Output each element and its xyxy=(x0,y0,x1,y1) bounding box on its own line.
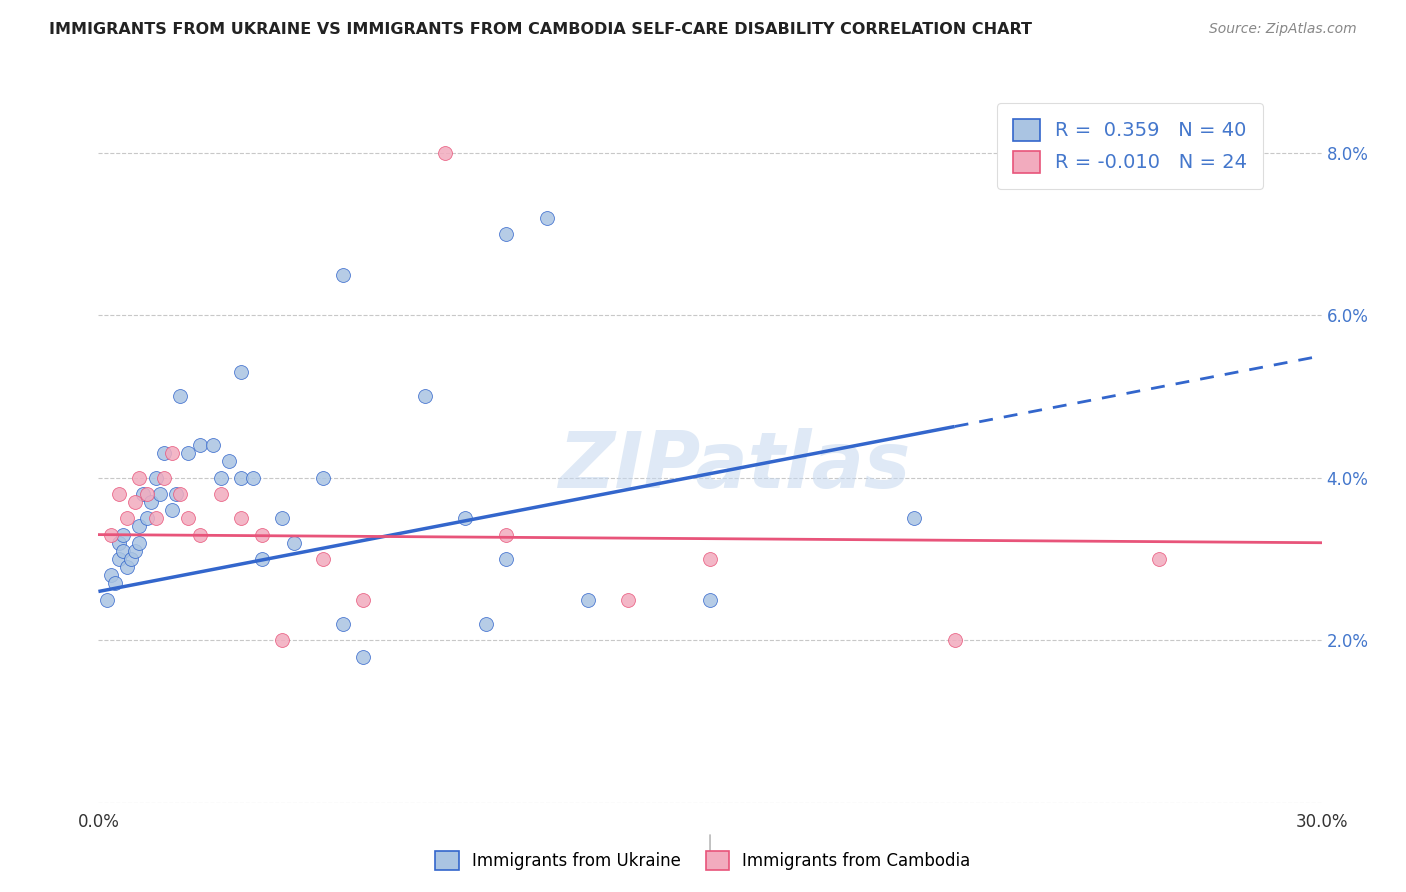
Point xyxy=(145,471,167,485)
Point xyxy=(177,511,200,525)
Point xyxy=(250,552,273,566)
Point xyxy=(111,544,134,558)
Point xyxy=(1147,552,1170,566)
Point xyxy=(149,487,172,501)
Point xyxy=(312,471,335,485)
Point xyxy=(454,511,477,525)
Point xyxy=(352,649,374,664)
Point xyxy=(332,617,354,632)
Point xyxy=(152,446,174,460)
Point xyxy=(165,487,187,501)
Point xyxy=(169,389,191,403)
Point xyxy=(115,511,138,525)
Point xyxy=(201,438,224,452)
Point xyxy=(413,389,436,403)
Point xyxy=(495,552,517,566)
Point xyxy=(495,227,517,241)
Point xyxy=(108,552,131,566)
Point xyxy=(124,495,146,509)
Point xyxy=(124,544,146,558)
Point xyxy=(495,527,517,541)
Point xyxy=(242,471,264,485)
Point xyxy=(132,487,155,501)
Point xyxy=(188,527,212,541)
Point xyxy=(128,535,150,549)
Point xyxy=(699,592,721,607)
Point xyxy=(218,454,240,468)
Point xyxy=(312,552,335,566)
Point xyxy=(209,487,232,501)
Text: ZIPatlas: ZIPatlas xyxy=(558,428,911,504)
Point xyxy=(160,503,183,517)
Point xyxy=(943,633,966,648)
Point xyxy=(104,576,127,591)
Text: IMMIGRANTS FROM UKRAINE VS IMMIGRANTS FROM CAMBODIA SELF-CARE DISABILITY CORRELA: IMMIGRANTS FROM UKRAINE VS IMMIGRANTS FR… xyxy=(49,22,1032,37)
Point xyxy=(128,519,150,533)
Point xyxy=(128,471,150,485)
Point xyxy=(231,471,253,485)
Point xyxy=(120,552,142,566)
Point xyxy=(474,617,498,632)
Point xyxy=(209,471,232,485)
Point xyxy=(352,592,374,607)
Point xyxy=(141,495,163,509)
Point xyxy=(270,633,294,648)
Point xyxy=(699,552,721,566)
Point xyxy=(169,487,191,501)
Point xyxy=(576,592,599,607)
Point xyxy=(100,568,122,582)
Point xyxy=(231,511,253,525)
Point xyxy=(283,535,305,549)
Point xyxy=(100,527,122,541)
Point xyxy=(115,560,138,574)
Point xyxy=(152,471,174,485)
Point xyxy=(332,268,354,282)
Point xyxy=(136,511,159,525)
Point xyxy=(250,527,273,541)
Point xyxy=(536,211,558,225)
Point xyxy=(96,592,118,607)
Point xyxy=(231,365,253,379)
Point xyxy=(434,145,457,160)
Point xyxy=(136,487,159,501)
Point xyxy=(111,527,134,541)
Legend: R =  0.359   N = 40, R = -0.010   N = 24: R = 0.359 N = 40, R = -0.010 N = 24 xyxy=(997,103,1263,189)
Point xyxy=(617,592,640,607)
Point xyxy=(177,446,200,460)
Point xyxy=(145,511,167,525)
Point xyxy=(270,511,294,525)
Point xyxy=(108,487,131,501)
Point xyxy=(160,446,183,460)
Point xyxy=(903,511,925,525)
Point xyxy=(188,438,212,452)
Text: Source: ZipAtlas.com: Source: ZipAtlas.com xyxy=(1209,22,1357,37)
Legend: Immigrants from Ukraine, Immigrants from Cambodia: Immigrants from Ukraine, Immigrants from… xyxy=(429,844,977,877)
Point xyxy=(108,535,131,549)
